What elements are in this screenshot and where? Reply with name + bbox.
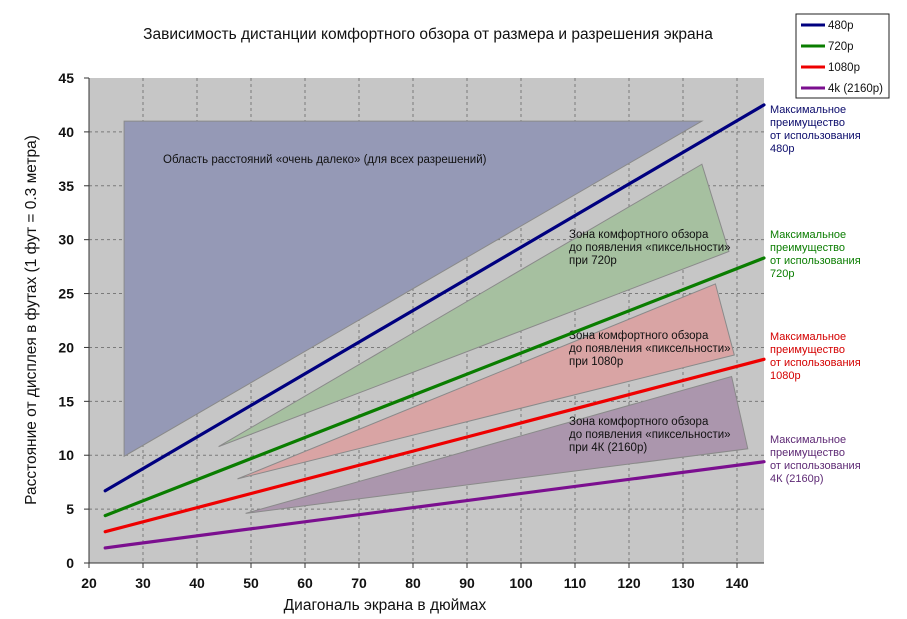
zone-region-3: [245, 375, 749, 514]
series-line-4k-2160p-: [103, 460, 766, 550]
series-line-480p: [103, 103, 766, 493]
y-axis-label: Расстояние от дисплея в футах (1 фут = 0…: [23, 135, 40, 505]
side-annotation-line: от использования: [770, 460, 861, 472]
x-tick-label: 140: [725, 575, 749, 591]
series-lines: [103, 103, 766, 550]
side-annotation-line: 480р: [770, 143, 794, 155]
chart-title: Зависимость дистанции комфортного обзора…: [143, 26, 713, 43]
x-tick-label: 30: [135, 575, 151, 591]
y-tick-label: 25: [58, 286, 74, 302]
side-annotation-line: Максимальное: [770, 229, 846, 241]
zone-label-line: Зона комфортного обзора: [569, 330, 709, 342]
y-tick-label: 5: [66, 501, 74, 517]
zone-label-line: при 1080р: [569, 356, 623, 368]
zone-region-1: [218, 163, 730, 448]
y-tick-label: 45: [58, 70, 74, 86]
y-tick-label: 10: [58, 447, 74, 463]
axes: 0 5 10 15 20 25 30 35 40 45 20 30 40 50 60 70 80 90 100 110…: [58, 70, 764, 591]
side-annotation-line: Максимальное: [770, 331, 846, 343]
x-tick-label: 80: [405, 575, 421, 591]
side-annotation-line: Максимальное: [770, 434, 846, 446]
side-annotation-line: преимущество: [770, 242, 845, 254]
zone-label-line: при 4К (2160р): [569, 442, 647, 454]
y-tick-label: 0: [66, 555, 74, 571]
y-tick-label: 35: [58, 178, 74, 194]
x-tick-label: 70: [351, 575, 367, 591]
legend-label: 480p: [828, 20, 854, 32]
side-annotation-line: 1080р: [770, 370, 801, 382]
side-annotation-1: Максимальное преимущество от использования…: [770, 229, 861, 280]
legend-label: 720p: [828, 41, 854, 53]
side-annotations: Максимальное преимущество от использования…: [770, 104, 861, 485]
series-line-1080p: [103, 357, 766, 534]
side-annotation-0: Максимальное преимущество от использования…: [770, 104, 861, 155]
legend-label: 1080p: [828, 62, 860, 74]
side-annotation-line: преимущество: [770, 344, 845, 356]
side-annotation-line: 4К (2160р): [770, 473, 824, 485]
zone-label-line: Зона комфортного обзора: [569, 229, 709, 241]
zone-label-line: Зона комфортного обзора: [569, 416, 709, 428]
zone-label-3: Зона комфортного обзора до появления «пик…: [569, 416, 731, 454]
y-tick-label: 30: [58, 232, 74, 248]
x-tick-label: 130: [671, 575, 695, 591]
side-annotation-line: от использования: [770, 130, 861, 142]
x-tick-label: 60: [297, 575, 313, 591]
side-annotation-2: Максимальное преимущество от использования…: [770, 331, 861, 382]
legend: 480p 720p 1080p 4k (2160p): [795, 13, 890, 99]
side-annotation-line: от использования: [770, 357, 861, 369]
side-annotation-line: преимущество: [770, 447, 845, 459]
side-annotation-3: Максимальное преимущество от использования…: [770, 434, 861, 485]
series-line-720p: [103, 256, 766, 518]
x-tick-label: 110: [564, 575, 587, 591]
x-tick-label: 120: [617, 575, 641, 591]
zone-region-2: [237, 283, 735, 480]
x-tick-label: 90: [459, 575, 475, 591]
zone-region-0: [123, 120, 704, 458]
legend-box: [795, 13, 890, 99]
y-tick-label: 20: [58, 339, 74, 355]
zone-label-2: Зона комфортного обзора до появления «пик…: [569, 330, 731, 368]
zone-label-line: до появления «пиксельности»: [569, 343, 731, 355]
x-tick-label: 20: [81, 575, 97, 591]
legend-label: 4k (2160p): [828, 83, 883, 95]
zone-regions: Область расстояний «очень далеко» (для в…: [123, 120, 749, 514]
side-annotation-line: от использования: [770, 255, 861, 267]
y-tick-label: 15: [58, 393, 74, 409]
x-tick-label: 100: [509, 575, 533, 591]
zone-label-1: Зона комфортного обзора до появления «пик…: [569, 229, 731, 267]
x-tick-label: 50: [243, 575, 259, 591]
zone-label-line: до появления «пиксельности»: [569, 429, 731, 441]
zone-label-very-far: Область расстояний «очень далеко» (для в…: [163, 154, 487, 166]
x-tick-label: 40: [189, 575, 205, 591]
y-tick-label: 40: [58, 124, 74, 140]
x-axis-label: Диагональ экрана в дюймах: [284, 597, 487, 614]
zone-label-line: при 720р: [569, 255, 617, 267]
side-annotation-line: Максимальное: [770, 104, 846, 116]
side-annotation-line: преимущество: [770, 117, 845, 129]
zone-label-line: до появления «пиксельности»: [569, 242, 731, 254]
side-annotation-line: 720р: [770, 268, 794, 280]
